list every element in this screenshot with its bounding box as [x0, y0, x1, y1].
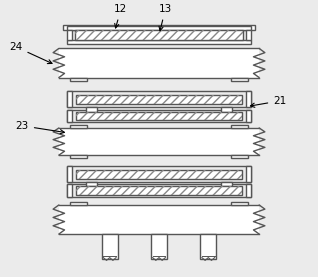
Bar	[246, 184, 251, 197]
Bar	[86, 107, 97, 112]
Bar	[231, 125, 248, 128]
Bar	[63, 25, 255, 30]
Bar	[59, 128, 259, 155]
Bar	[200, 234, 216, 259]
Bar	[221, 182, 232, 186]
Bar	[231, 202, 248, 205]
Bar	[67, 40, 251, 44]
Bar	[102, 234, 118, 259]
Text: 21: 21	[250, 96, 287, 107]
Bar	[67, 110, 251, 122]
Bar	[76, 170, 242, 179]
Bar	[67, 166, 251, 182]
Bar	[246, 166, 251, 182]
Bar	[70, 202, 87, 205]
Bar	[59, 48, 259, 78]
Bar	[76, 186, 242, 195]
Bar	[59, 205, 259, 234]
Bar	[67, 184, 251, 197]
Bar	[231, 78, 248, 81]
Bar	[75, 30, 243, 40]
Bar	[67, 26, 251, 30]
Bar	[76, 112, 242, 120]
Bar	[151, 234, 167, 259]
Bar	[70, 155, 87, 158]
Bar	[67, 110, 72, 122]
Bar	[221, 107, 232, 112]
Text: 12: 12	[114, 4, 128, 28]
Bar	[70, 78, 87, 81]
Bar	[246, 91, 251, 107]
Bar	[67, 91, 251, 107]
Text: 24: 24	[9, 42, 52, 64]
Bar	[76, 95, 242, 104]
Bar	[75, 30, 243, 40]
Bar	[76, 112, 242, 120]
Bar	[67, 91, 72, 107]
Bar	[67, 166, 72, 182]
Bar	[67, 184, 72, 197]
Text: 23: 23	[16, 121, 64, 134]
Bar	[67, 30, 72, 40]
Bar	[231, 155, 248, 158]
Text: 13: 13	[159, 4, 172, 31]
Bar	[246, 30, 251, 40]
Bar	[76, 95, 242, 104]
Bar	[70, 125, 87, 128]
Bar	[76, 186, 242, 195]
Bar	[246, 110, 251, 122]
Bar	[86, 182, 97, 186]
Bar	[76, 170, 242, 179]
